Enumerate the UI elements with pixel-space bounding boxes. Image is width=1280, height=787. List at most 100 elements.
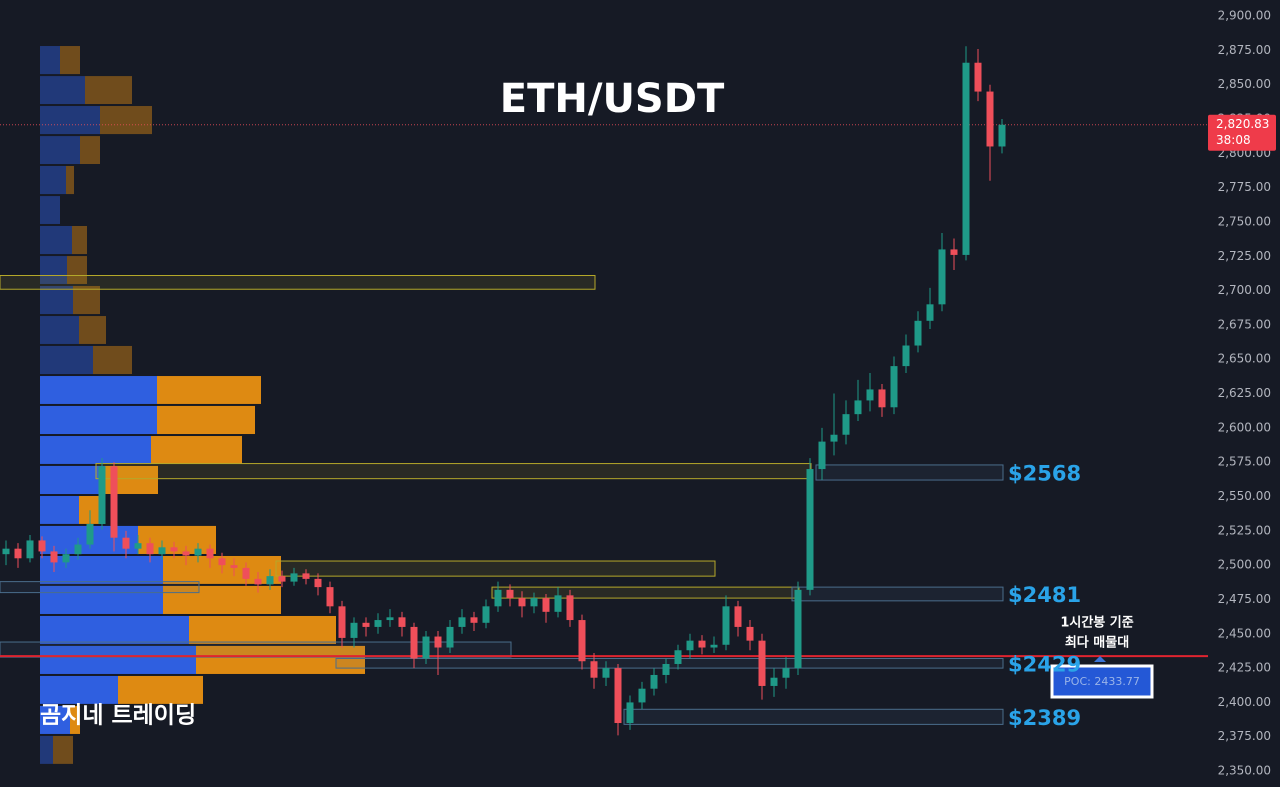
profile-bar	[151, 436, 242, 464]
profile-bar	[80, 136, 100, 165]
y-tick-label: 2,650.00	[1218, 352, 1271, 366]
profile-bar	[40, 735, 53, 764]
candle-body	[914, 320, 922, 346]
candle-body	[518, 598, 526, 607]
candle-body	[902, 345, 910, 367]
y-tick-label: 2,725.00	[1218, 249, 1271, 263]
candle-body	[482, 606, 490, 623]
profile-bar	[40, 345, 93, 375]
candle-body	[446, 626, 454, 648]
candle-body	[554, 595, 562, 612]
profile-bar	[60, 46, 80, 75]
y-tick-label: 2,850.00	[1218, 77, 1271, 91]
profile-bar	[66, 166, 74, 195]
candle-body	[698, 640, 706, 648]
y-tick-label: 2,425.00	[1218, 661, 1271, 675]
profile-bar	[40, 46, 60, 75]
candle-body	[170, 547, 178, 552]
candle-body	[146, 543, 154, 555]
profile-bar	[157, 405, 255, 435]
profile-bar	[100, 106, 152, 135]
y-tick-label: 2,375.00	[1218, 729, 1271, 743]
candle-body	[254, 578, 262, 585]
y-tick-label: 2,575.00	[1218, 455, 1271, 469]
candle-body	[158, 547, 166, 555]
candle-body	[218, 558, 226, 566]
zone	[95, 463, 812, 480]
candle-body	[866, 389, 874, 401]
candle-body	[98, 466, 106, 524]
profile-bar	[72, 225, 87, 255]
zone	[491, 586, 800, 599]
candle-body	[986, 91, 994, 147]
y-tick-label: 2,450.00	[1218, 626, 1271, 640]
candle-body	[674, 650, 682, 664]
profile-bar	[40, 705, 70, 734]
candle-body	[458, 617, 466, 627]
zone-label: $2389	[1008, 706, 1081, 730]
candle-body	[242, 567, 250, 579]
candle-body	[950, 249, 958, 255]
profile-bar	[40, 225, 72, 255]
candle-body	[14, 548, 22, 559]
candle-body	[926, 304, 934, 321]
zone	[791, 586, 1004, 602]
candle-body	[590, 661, 598, 678]
price-tag	[1208, 114, 1276, 151]
zone-label: $2568	[1008, 461, 1081, 485]
y-tick-label: 2,750.00	[1218, 214, 1271, 228]
profile-bar	[40, 376, 157, 404]
annotation: 최다 매물대	[1065, 635, 1129, 651]
candle-body	[350, 622, 358, 638]
candle-body	[86, 523, 94, 545]
y-tick-label: 2,775.00	[1218, 180, 1271, 194]
candle-body	[302, 573, 310, 579]
candle-body	[842, 414, 850, 435]
profile-bar	[85, 76, 132, 105]
candle-body	[194, 548, 202, 556]
profile-bar	[196, 645, 365, 674]
annotation-pointer	[1094, 656, 1106, 662]
candle-body	[626, 702, 634, 724]
profile-bar	[40, 645, 196, 674]
zone	[0, 581, 200, 594]
candle-body	[398, 617, 406, 627]
candle-body	[290, 573, 298, 582]
candle-body	[206, 548, 214, 559]
candle-body	[62, 554, 70, 563]
zone	[275, 560, 716, 577]
candle-body	[818, 441, 826, 470]
profile-bar	[40, 585, 163, 614]
y-tick-label: 2,525.00	[1218, 523, 1271, 537]
annotation: 1시간봉 기준	[1060, 615, 1133, 631]
candle-body	[638, 688, 646, 703]
candle-body	[830, 434, 838, 442]
candle-body	[278, 576, 286, 582]
profile-bar	[163, 585, 281, 614]
candle-body	[134, 543, 142, 549]
profile-bar	[40, 496, 79, 524]
zone	[0, 275, 596, 290]
profile-bar	[157, 376, 261, 404]
zone	[0, 641, 512, 658]
y-tick-label: 2,625.00	[1218, 386, 1271, 400]
candle-body	[746, 626, 754, 641]
profile-bar	[40, 405, 157, 435]
zone	[623, 708, 1004, 725]
candle-body	[806, 469, 814, 590]
candle-body	[434, 636, 442, 648]
candle-body	[566, 595, 574, 621]
candle-body	[854, 400, 862, 415]
candle-body	[26, 540, 34, 559]
candle-body	[506, 589, 514, 599]
profile-bar	[40, 196, 60, 224]
y-tick-label: 2,900.00	[1218, 9, 1271, 23]
candle-body	[326, 587, 334, 607]
profile-bar	[40, 675, 118, 704]
profile-bar	[40, 465, 105, 495]
candle-body	[998, 124, 1006, 147]
zone-label: $2429	[1008, 652, 1081, 676]
candle-body	[410, 626, 418, 659]
y-tick-label: 2,550.00	[1218, 489, 1271, 503]
